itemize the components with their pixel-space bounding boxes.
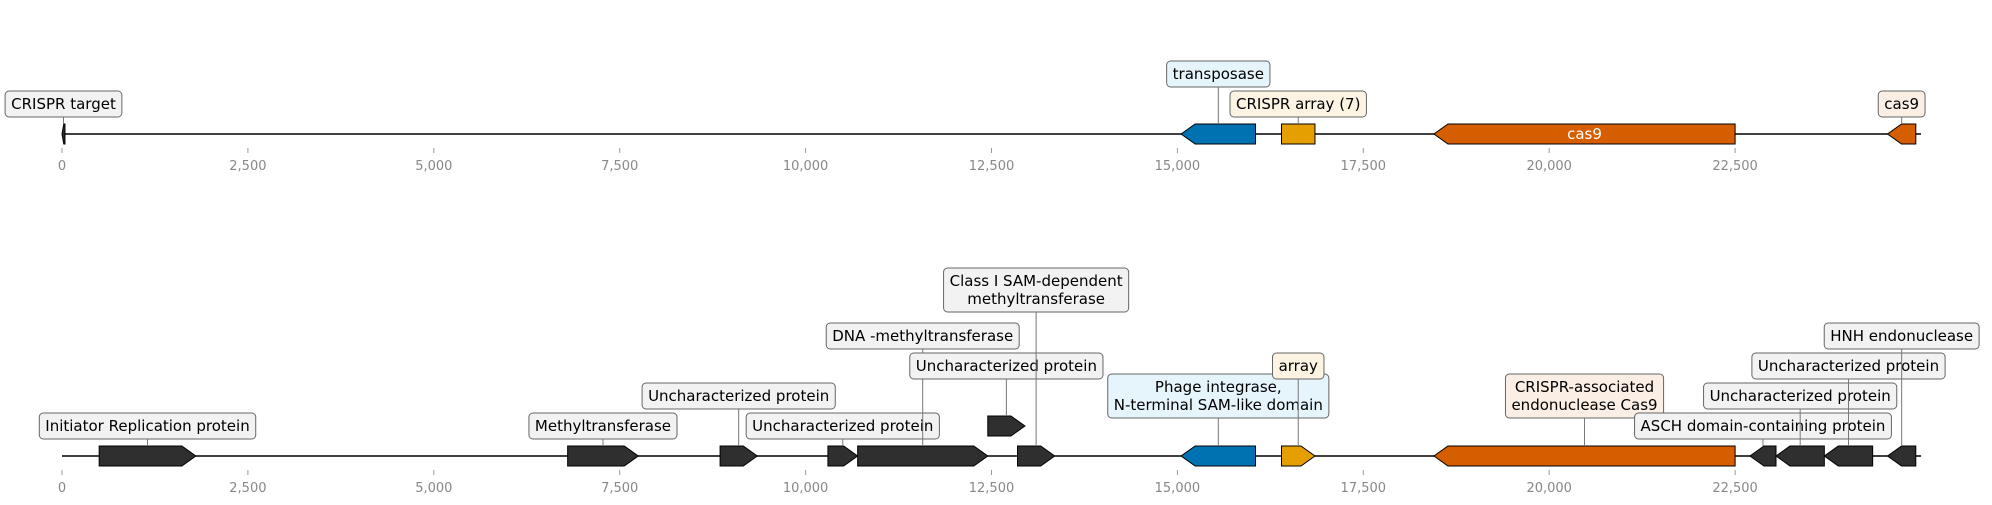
feature-label-text: ASCH domain-containing protein [1641, 417, 1886, 435]
feature-label-text: Methyltransferase [535, 417, 671, 435]
axis-tick-label: 10,000 [783, 481, 829, 496]
feature-label-text: DNA -methyltransferase [832, 327, 1013, 345]
feature-label: Initiator Replication protein [38, 412, 257, 440]
gene-class-i-sam-methyltransferase [1017, 445, 1056, 467]
axis-tick-label: 22,500 [1712, 481, 1758, 496]
gene-crispr-target [61, 123, 66, 145]
gene-dna-methyltransferase [857, 445, 989, 467]
axis-tick-label: 2,500 [229, 159, 266, 174]
gene-transposase [1180, 123, 1256, 145]
axis-tick-label: 5,000 [415, 481, 452, 496]
axis-tick-label: 5,000 [415, 159, 452, 174]
feature-label: Uncharacterized protein [641, 382, 836, 410]
feature-label-text: methyltransferase [967, 290, 1105, 308]
feature-label-text: CRISPR target [11, 95, 116, 113]
feature-label: transposase [1166, 60, 1271, 88]
gene-asch-domain-protein [1749, 445, 1777, 467]
feature-label-text: N-terminal SAM-like domain [1114, 396, 1323, 414]
axis-tick-label: 7,500 [601, 159, 638, 174]
feature-label-text: array [1279, 357, 1318, 375]
axis-tick-label: 22,500 [1712, 159, 1758, 174]
feature-label-text: Phage integrase, [1155, 378, 1282, 396]
gene-uncharacterized-3 [987, 415, 1026, 437]
feature-label-text: Uncharacterized protein [1710, 387, 1891, 405]
feature-label: DNA -methyltransferase [825, 322, 1020, 350]
axis-tick-label: 7,500 [601, 481, 638, 496]
feature-label: HNH endonuclease [1823, 322, 1980, 350]
axis-tick-label: 2,500 [229, 481, 266, 496]
feature-label: cas9 [1877, 90, 1926, 118]
track-top: 0 2,500 5,000 7,500 10,000 12,500 15,000 17,500… [4, 60, 1926, 174]
axis-tick-label: 12,500 [969, 159, 1015, 174]
gene-cas9-main [1433, 123, 1736, 145]
feature-label-text: Uncharacterized protein [916, 357, 1097, 375]
feature-label: array [1272, 352, 1325, 380]
axis-tick-label: 15,000 [1155, 159, 1201, 174]
axis-tick-label: 12,500 [969, 481, 1015, 496]
feature-label-text: Initiator Replication protein [45, 417, 249, 435]
gene-phage-integrase [1180, 445, 1256, 467]
gene-cas9-end [1886, 123, 1917, 145]
axis-tick-label: 20,000 [1526, 159, 1572, 174]
feature-label-text: Uncharacterized protein [1758, 357, 1939, 375]
feature-label-text: CRISPR-associated [1515, 378, 1654, 396]
feature-label-text: Class I SAM-dependent [950, 272, 1123, 290]
axis-tick-label: 0 [58, 159, 66, 174]
axis-tick-label: 17,500 [1341, 481, 1387, 496]
feature-label: Uncharacterized protein [745, 412, 940, 440]
feature-label: Uncharacterized protein [1751, 352, 1946, 380]
gene-initiator-replication-protein [98, 445, 197, 467]
feature-label: ASCH domain-containing protein [1634, 412, 1892, 440]
gene-uncharacterized-2 [827, 445, 859, 467]
feature-label: CRISPR target [4, 90, 123, 118]
feature-label-text: cas9 [1884, 95, 1919, 113]
feature-label-text: Uncharacterized protein [752, 417, 933, 435]
gene-uncharacterized-5 [1823, 445, 1874, 467]
feature-label: Uncharacterized protein [909, 352, 1104, 380]
feature-label-text: endonuclease Cas9 [1511, 396, 1657, 414]
gene-uncharacterized-1 [719, 445, 759, 467]
axis-tick-label: 10,000 [783, 159, 829, 174]
feature-label: Phage integrase,N-terminal SAM-like doma… [1107, 373, 1330, 419]
track-bottom: 0 2,500 5,000 7,500 10,000 12,500 15,000 17,500… [38, 267, 1980, 496]
axis-tick-label: 15,000 [1155, 481, 1201, 496]
feature-label-text: transposase [1173, 65, 1264, 83]
gene-crispr-associated-cas9 [1433, 445, 1736, 467]
axis-tick-label: 17,500 [1341, 159, 1387, 174]
gene-hnh-endonuclease [1886, 445, 1917, 467]
feature-label-text: HNH endonuclease [1830, 327, 1973, 345]
axis-tick-label: 20,000 [1526, 481, 1572, 496]
gene-crispr-array-7 [1281, 123, 1316, 145]
gene-methyltransferase [567, 445, 640, 467]
feature-label: CRISPR array (7) [1229, 90, 1367, 118]
feature-label: Methyltransferase [528, 412, 678, 440]
axis-tick-label: 0 [58, 481, 66, 496]
gene-inner-label: cas9 [1567, 125, 1602, 143]
gene-uncharacterized-4 [1775, 445, 1825, 467]
feature-label-text: Uncharacterized protein [648, 387, 829, 405]
feature-label: Uncharacterized protein [1703, 382, 1898, 410]
feature-label-text: CRISPR array (7) [1236, 95, 1360, 113]
gene-array [1281, 445, 1316, 467]
